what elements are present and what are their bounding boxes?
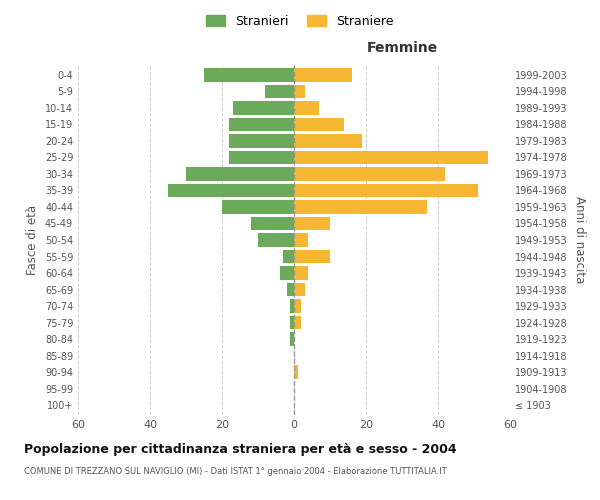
Bar	[294, 118, 344, 131]
Bar	[294, 168, 445, 180]
Bar	[294, 85, 305, 98]
Y-axis label: Fasce di età: Fasce di età	[26, 205, 39, 275]
Bar	[294, 300, 301, 312]
Bar	[186, 168, 294, 180]
Bar	[294, 184, 478, 197]
Bar	[251, 217, 294, 230]
Bar	[287, 283, 294, 296]
Bar	[294, 316, 301, 329]
Bar	[294, 234, 308, 246]
Legend: Stranieri, Straniere: Stranieri, Straniere	[203, 11, 397, 32]
Bar	[294, 266, 308, 280]
Bar	[290, 332, 294, 345]
Bar	[229, 118, 294, 131]
Bar	[294, 102, 319, 114]
Bar	[233, 102, 294, 114]
Bar	[290, 300, 294, 312]
Bar	[294, 68, 352, 82]
Bar	[294, 366, 298, 378]
Bar	[229, 151, 294, 164]
Bar	[258, 234, 294, 246]
Bar	[294, 283, 305, 296]
Y-axis label: Anni di nascita: Anni di nascita	[573, 196, 586, 284]
Bar	[294, 134, 362, 147]
Bar	[294, 200, 427, 213]
Bar	[283, 250, 294, 263]
Bar	[204, 68, 294, 82]
Bar	[168, 184, 294, 197]
Bar	[290, 316, 294, 329]
Bar	[280, 266, 294, 280]
Bar	[265, 85, 294, 98]
Bar	[294, 250, 330, 263]
Text: Popolazione per cittadinanza straniera per età e sesso - 2004: Popolazione per cittadinanza straniera p…	[24, 442, 457, 456]
Bar	[294, 151, 488, 164]
Text: Femmine: Femmine	[367, 40, 437, 54]
Text: COMUNE DI TREZZANO SUL NAVIGLIO (MI) - Dati ISTAT 1° gennaio 2004 - Elaborazione: COMUNE DI TREZZANO SUL NAVIGLIO (MI) - D…	[24, 468, 447, 476]
Bar	[294, 217, 330, 230]
Bar	[229, 134, 294, 147]
Bar	[222, 200, 294, 213]
